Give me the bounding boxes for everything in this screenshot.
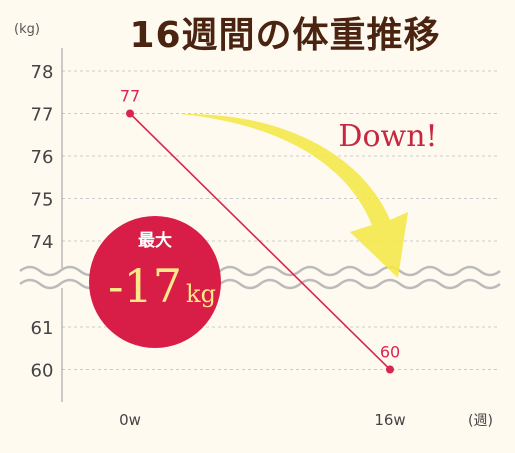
data-point	[386, 365, 394, 374]
chart-title: 16週間の体重推移	[129, 15, 441, 56]
y-tick-label: 75	[31, 190, 54, 211]
down-arrow-icon	[180, 113, 408, 278]
data-label: 77	[120, 87, 140, 106]
series-line	[129, 112, 391, 371]
x-tick-label: 0w	[119, 411, 141, 429]
x-tick-label: 16w	[374, 411, 405, 429]
data-point	[126, 109, 134, 118]
x-unit-label: (週)	[468, 413, 493, 429]
badge-label: 最大	[138, 230, 172, 251]
down-callout: Down!	[338, 119, 437, 154]
badge-unit: kg	[186, 280, 216, 308]
y-tick-label: 74	[31, 232, 54, 253]
badge-value: -17	[108, 259, 182, 313]
y-tick-label: 76	[31, 147, 54, 168]
data-label: 60	[380, 343, 400, 362]
max-loss-badge	[89, 216, 221, 348]
y-tick-label: 78	[31, 62, 54, 83]
y-unit-label: (kg)	[14, 22, 40, 37]
y-tick-label: 61	[31, 318, 54, 339]
y-tick-label: 77	[31, 105, 54, 126]
y-tick-label: 60	[31, 361, 54, 382]
